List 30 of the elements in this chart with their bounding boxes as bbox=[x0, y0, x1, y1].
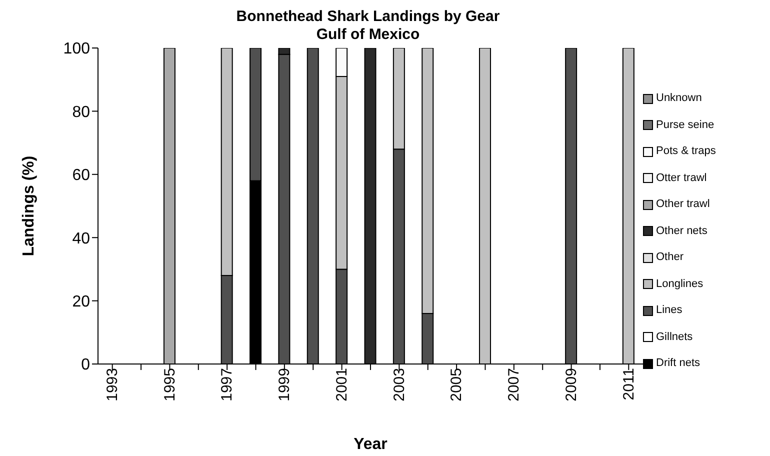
legend-label: Other bbox=[656, 250, 684, 266]
x-tick-label: 2005 bbox=[448, 368, 466, 402]
legend-label: Gillnets bbox=[656, 330, 693, 345]
x-tick-label: 2009 bbox=[562, 368, 580, 402]
x-tick-label: 2001 bbox=[333, 368, 350, 402]
x-tick-label: 1993 bbox=[104, 368, 121, 402]
legend-label: Purse seine bbox=[656, 118, 714, 133]
chart-title: Bonnethead Shark Landings by Gear Gulf of Mexico bbox=[235, 8, 501, 44]
y-tick-label: 40 bbox=[72, 230, 90, 248]
x-tick-label: 1995 bbox=[161, 368, 178, 402]
legend-label: Otter trawl bbox=[656, 170, 707, 186]
x-tick-label: 2007 bbox=[506, 368, 523, 402]
x-axis-title: Year bbox=[354, 436, 388, 453]
x-tick-label: 1997 bbox=[218, 368, 236, 402]
legend-label: Other trawl bbox=[656, 197, 710, 212]
y-tick-label: 60 bbox=[72, 167, 90, 184]
x-tick-label: 2003 bbox=[390, 368, 408, 402]
y-axis-title: Landings (%) bbox=[20, 156, 38, 256]
y-tick-label: 100 bbox=[63, 40, 90, 58]
legend-label: Other nets bbox=[656, 224, 708, 239]
y-tick-label: 20 bbox=[72, 293, 90, 310]
x-tick-label: 2011 bbox=[620, 368, 638, 400]
legend-label: Longlines bbox=[656, 276, 704, 292]
legend-label: Unknown bbox=[656, 91, 702, 106]
x-tick-label: 1999 bbox=[276, 368, 294, 402]
legend-label: Drift nets bbox=[656, 356, 700, 372]
y-tick-label: 80 bbox=[72, 104, 90, 121]
legend-label: Pots & traps bbox=[656, 144, 716, 160]
legend-label: Lines bbox=[656, 303, 682, 318]
y-tick-label: 0 bbox=[81, 356, 90, 374]
